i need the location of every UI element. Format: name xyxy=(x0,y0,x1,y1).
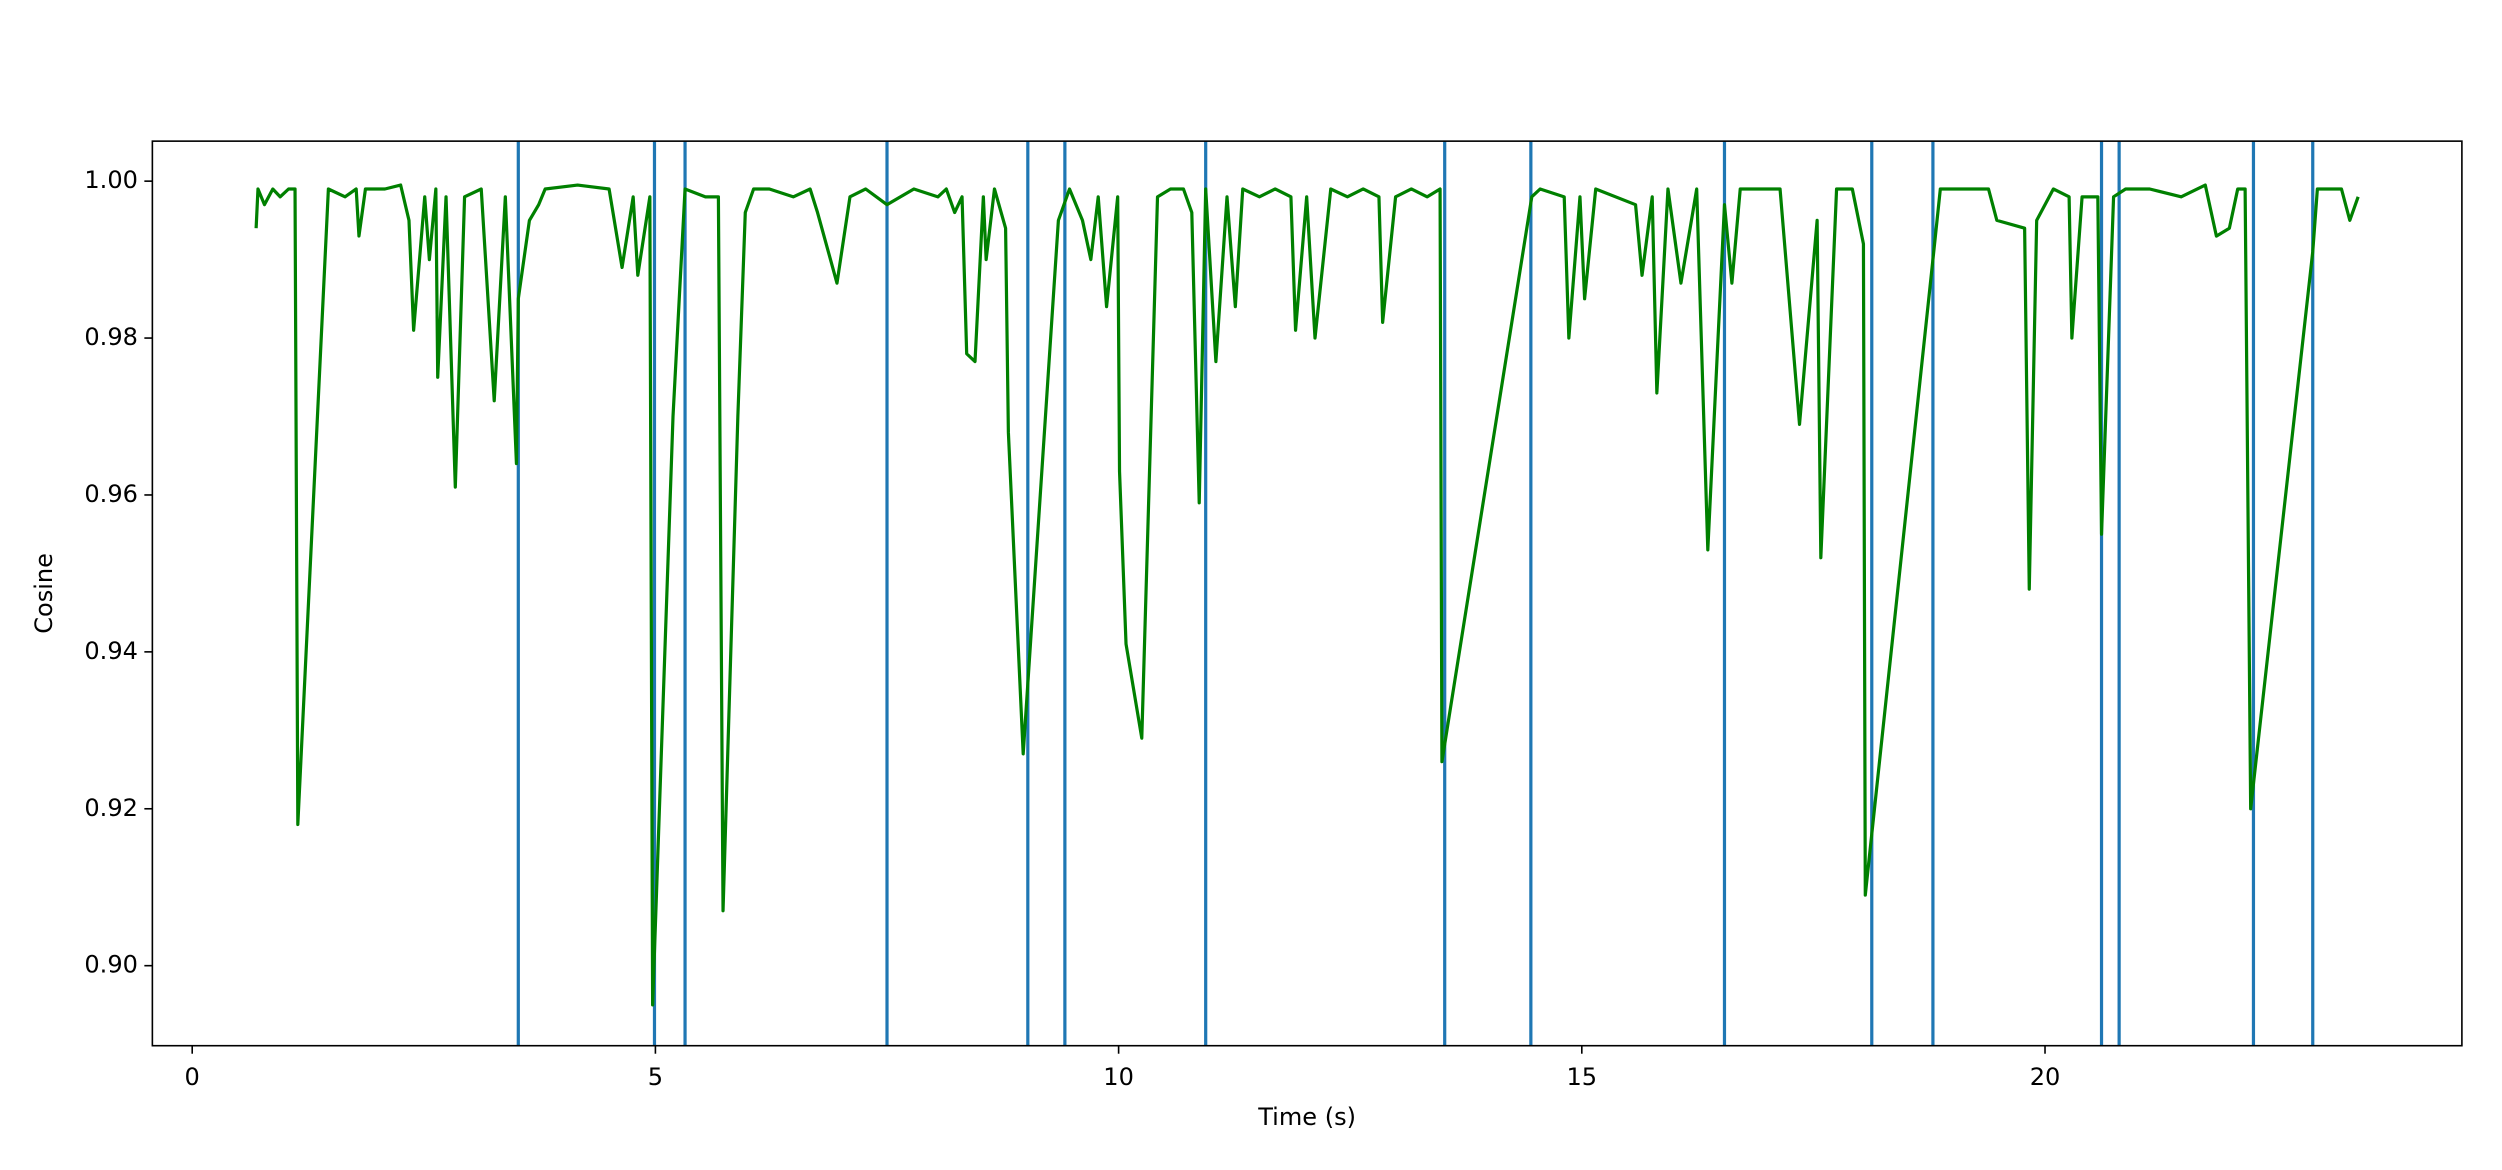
x-tick-label: 5 xyxy=(648,1063,663,1091)
y-tick-label: 0.90 xyxy=(84,951,138,979)
x-tick-label: 0 xyxy=(185,1063,200,1091)
plot-frame xyxy=(151,140,2463,1047)
y-tick-label: 1.00 xyxy=(84,166,138,194)
y-axis-label: Cosine xyxy=(30,553,58,634)
x-tick-label: 20 xyxy=(2030,1063,2061,1091)
y-tick-label: 0.96 xyxy=(84,480,138,508)
x-tick-label: 10 xyxy=(1103,1063,1134,1091)
y-tick-label: 0.94 xyxy=(84,637,138,665)
x-tick-label: 15 xyxy=(1567,1063,1598,1091)
data-line xyxy=(254,183,2360,1007)
y-tick-label: 0.98 xyxy=(84,323,138,351)
x-axis-label: Time (s) xyxy=(1257,1103,1356,1131)
y-tick-label: 0.92 xyxy=(84,794,138,822)
